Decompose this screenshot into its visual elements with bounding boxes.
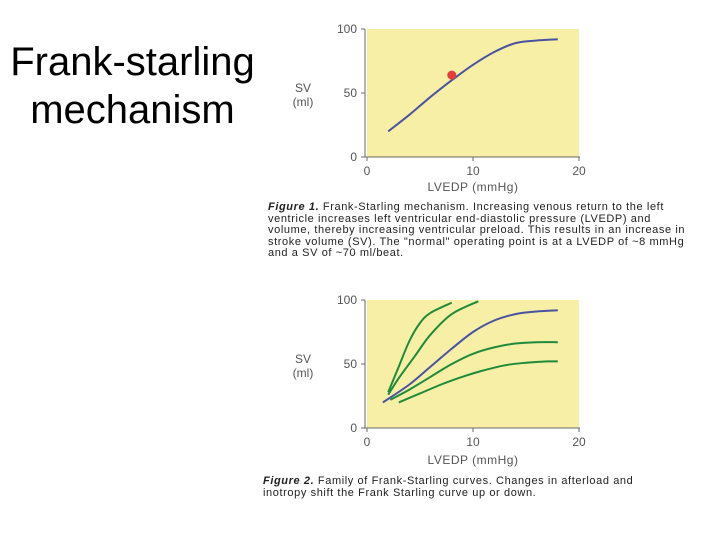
y-tick-label: 100: [337, 22, 357, 36]
slide-title: Frank-starling mechanism: [0, 38, 265, 134]
x-tick-label: 0: [364, 435, 371, 449]
x-tick-label: 20: [572, 164, 586, 178]
normal-operating-point: [447, 70, 457, 80]
y-tick-label: 100: [337, 293, 357, 307]
y-axis-label: SV: [295, 81, 311, 95]
x-tick-label: 0: [364, 164, 371, 178]
y-tick-label: 50: [344, 86, 358, 100]
series-line-green-5: [398, 360, 558, 404]
series-layer: [382, 300, 558, 404]
series-layer: [387, 38, 558, 133]
x-tick-label: 10: [466, 164, 480, 178]
y-tick-label: 0: [350, 421, 357, 435]
x-tick-label: 10: [466, 435, 480, 449]
figure1-chart: 100 50 0 0 10 20 LVEDP (mmHg) SV (ml): [293, 22, 586, 194]
figure1-caption: Figure 1. Frank-Starling mechanism. Incr…: [268, 201, 688, 260]
y-tick-label: 50: [344, 357, 358, 371]
slide-title-line-1: Frank-starling: [10, 40, 255, 84]
plot-area: [367, 29, 579, 157]
series-line-blue-3: [382, 309, 558, 404]
x-axis-label: LVEDP (mmHg): [428, 180, 519, 194]
series-line-green-1: [387, 301, 453, 393]
figure2-caption: Figure 2. Family of Frank-Starling curve…: [263, 475, 663, 499]
series-line-green-4: [389, 341, 558, 401]
figure2-chart: 100 50 0 0 10 20 LVEDP (mmHg) SV (ml): [293, 293, 586, 467]
y-axis-label-unit: (ml): [293, 95, 314, 109]
x-tick-label: 20: [572, 435, 586, 449]
series-line-blue-1: [387, 38, 558, 133]
y-axis-label-unit: (ml): [293, 366, 314, 380]
series-line-green-2: [387, 300, 479, 396]
plot-area: [367, 300, 579, 428]
figure1-caption-label: Figure 1.: [268, 201, 320, 213]
y-axis-label: SV: [295, 352, 311, 366]
y-tick-label: 0: [350, 150, 357, 164]
x-axis-label: LVEDP (mmHg): [428, 453, 519, 467]
figure2-caption-text: Family of Frank-Starling curves. Changes…: [263, 475, 634, 499]
slide-title-line-2: mechanism: [30, 88, 235, 132]
figure1-caption-text: Frank-Starling mechanism. Increasing ven…: [268, 201, 686, 259]
figure2-caption-label: Figure 2.: [263, 475, 315, 487]
